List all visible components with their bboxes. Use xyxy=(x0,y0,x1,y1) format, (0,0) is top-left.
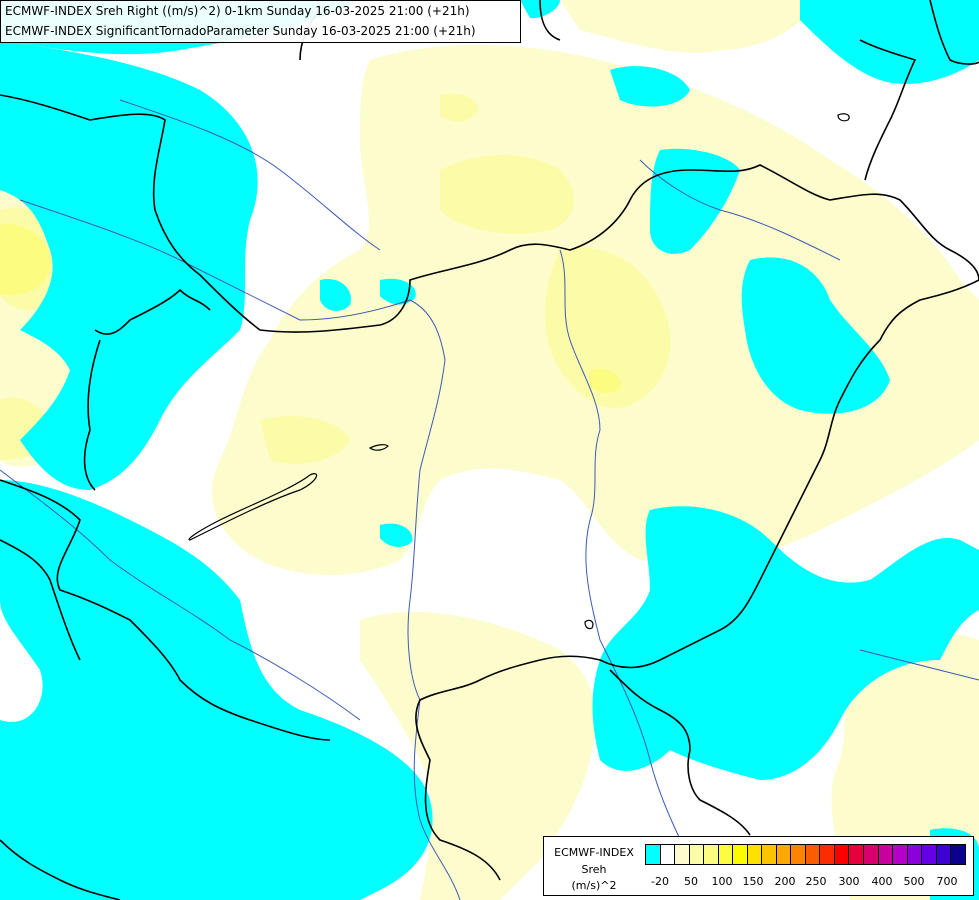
legend-tick-label: 100 xyxy=(711,875,733,888)
legend-swatch xyxy=(833,844,850,865)
legend-tick-label: 500 xyxy=(903,875,925,888)
sreh-150-200-regions xyxy=(0,224,621,394)
legend-swatch xyxy=(746,844,763,865)
legend-tick-label: 50 xyxy=(684,875,698,888)
legend-swatch xyxy=(761,844,777,865)
legend-swatch xyxy=(804,844,821,865)
legend-tick-label: -20 xyxy=(651,875,669,888)
color-legend: ECMWF-INDEX Sreh (m/s)^2 -20 50 100 150 200 2… xyxy=(543,836,974,896)
legend-swatch xyxy=(935,844,952,865)
legend-tick-label: 300 xyxy=(838,875,860,888)
legend-swatch xyxy=(790,844,806,865)
legend-swatch xyxy=(688,844,705,865)
legend-tick-label: 250 xyxy=(805,875,827,888)
legend-swatch xyxy=(717,844,734,865)
legend-swatch xyxy=(775,844,792,865)
title-line-1: ECMWF-INDEX Sreh Right ((m/s)^2) 0-1km S… xyxy=(5,4,470,18)
legend-swatch xyxy=(674,844,690,865)
legend-swatches xyxy=(645,844,966,865)
legend-swatch xyxy=(862,844,879,865)
legend-swatch xyxy=(645,844,661,865)
legend-swatch xyxy=(892,844,908,865)
legend-swatch xyxy=(921,844,937,865)
legend-swatch xyxy=(659,844,676,865)
map-title-box: ECMWF-INDEX Sreh Right ((m/s)^2) 0-1km S… xyxy=(0,0,521,43)
legend-tick-label: 700 xyxy=(936,875,958,888)
legend-swatch xyxy=(877,844,894,865)
legend-tick-label: 150 xyxy=(742,875,764,888)
legend-model-label: ECMWF-INDEX xyxy=(554,846,634,859)
legend-tick-label: 200 xyxy=(774,875,796,888)
legend-swatch xyxy=(906,844,923,865)
legend-parameter-label: Sreh xyxy=(581,863,607,876)
legend-swatch xyxy=(819,844,835,865)
title-line-2: ECMWF-INDEX SignificantTornadoParameter … xyxy=(5,24,476,38)
legend-swatch xyxy=(848,844,864,865)
legend-swatch xyxy=(732,844,748,865)
legend-swatch xyxy=(950,844,966,865)
lakes xyxy=(188,113,850,630)
legend-unit-label: (m/s)^2 xyxy=(571,879,617,892)
legend-swatch xyxy=(703,844,719,865)
legend-ticks: -20 50 100 150 200 250 300 400 500 700 xyxy=(646,875,972,889)
legend-tick-label: 400 xyxy=(871,875,893,888)
rivers xyxy=(0,99,979,900)
